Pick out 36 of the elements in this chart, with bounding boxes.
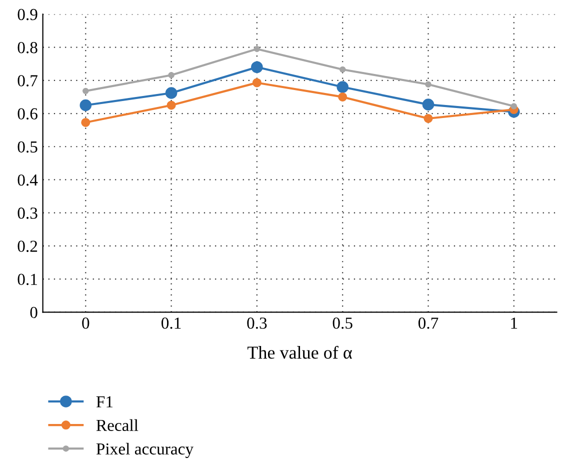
point xyxy=(251,61,263,74)
point xyxy=(424,114,433,123)
y-tick-label: 0.8 xyxy=(18,42,38,54)
legend-label: F1 xyxy=(96,396,113,408)
point xyxy=(81,118,90,127)
point xyxy=(422,98,434,110)
point xyxy=(252,78,262,88)
x-tick-label: 0.7 xyxy=(418,318,438,329)
point xyxy=(510,103,518,110)
point xyxy=(338,92,348,102)
point xyxy=(165,87,178,99)
x-tick-label: 0.5 xyxy=(332,318,352,329)
point xyxy=(82,88,89,94)
y-tick-label: 0.6 xyxy=(18,108,38,120)
legend-label: Pixel accuracy xyxy=(96,442,194,458)
y-tick-label: 0.7 xyxy=(18,75,38,86)
point xyxy=(254,46,260,52)
point xyxy=(339,66,346,73)
x-tick-label: 1 xyxy=(511,318,518,329)
y-tick-label: 0.2 xyxy=(18,240,38,252)
point xyxy=(336,81,349,93)
point xyxy=(168,72,174,78)
x-tick-label: 0.3 xyxy=(247,318,267,329)
y-tick-label: 0.3 xyxy=(18,208,38,219)
x-tick-label: 0 xyxy=(82,318,90,329)
legend-label: Recall xyxy=(96,419,138,432)
x-tick-label: 0.1 xyxy=(162,318,181,329)
y-tick-label: 0 xyxy=(30,306,38,318)
point xyxy=(80,99,92,112)
point xyxy=(166,100,176,110)
y-tick-label: 0.4 xyxy=(18,174,38,186)
y-tick-label: 0.1 xyxy=(18,274,37,286)
y-tick-label: 0.9 xyxy=(18,8,38,20)
point xyxy=(425,81,432,88)
x-axis-title: The value of α xyxy=(247,346,352,359)
y-tick-label: 0.5 xyxy=(18,141,38,153)
